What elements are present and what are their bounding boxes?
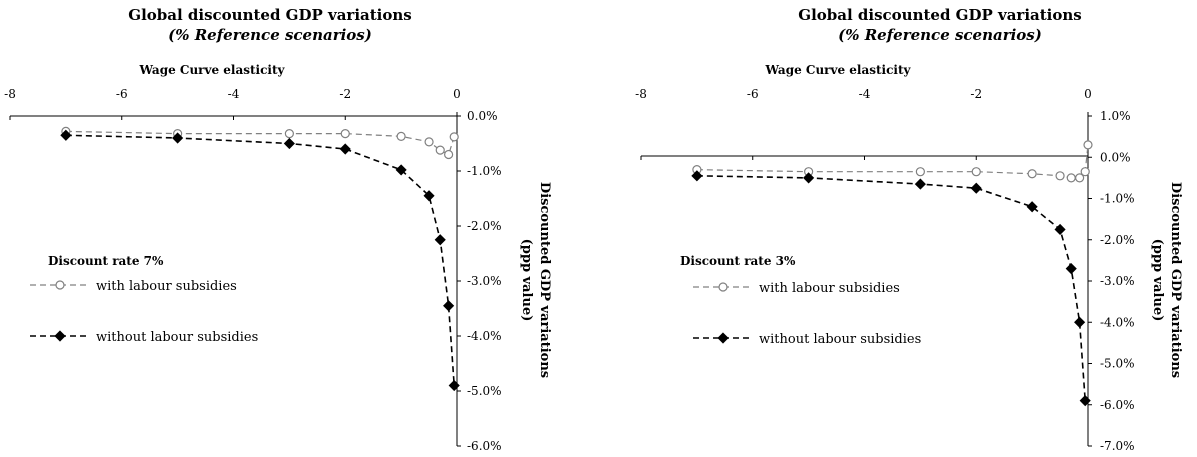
discount-rate-note: Discount rate 7%: [48, 254, 164, 268]
legend-marker: [55, 280, 65, 290]
data-point: [970, 182, 982, 194]
data-point: [691, 170, 703, 182]
y-axis-label-line: (ppp value): [1150, 239, 1165, 322]
data-point: [60, 129, 72, 141]
legend-label: without labour subsidies: [759, 332, 921, 347]
series-line: [696, 175, 1087, 401]
chart-panel-1: Global discounted GDP variations (% Refer…: [4, 6, 552, 453]
data-point: [1075, 173, 1085, 183]
y-axis-label-line: (ppp value): [519, 239, 534, 322]
data-point: [1027, 169, 1037, 179]
y-axis-label-line: Discounted GDP variations: [1168, 182, 1183, 378]
x-tick-label: -8: [635, 87, 647, 101]
data-point: [423, 190, 435, 202]
y-tick-label: -1.0%: [467, 164, 502, 178]
data-point: [443, 300, 455, 312]
legend-entry: without labour subsidies: [30, 330, 258, 345]
series-line: [65, 130, 455, 156]
data-point: [914, 178, 926, 190]
x-tick-label: 0: [453, 87, 461, 101]
data-point: [424, 137, 434, 147]
data-point: [1055, 171, 1065, 181]
data-point: [284, 129, 294, 139]
chart-title: Global discounted GDP variations: [128, 6, 411, 24]
y-tick-label: -4.0%: [1100, 315, 1135, 329]
data-point: [915, 167, 925, 177]
data-point: [434, 234, 446, 246]
x-tick-label: -4: [859, 87, 871, 101]
x-tick-label: -6: [747, 87, 759, 101]
y-axis-label-line: Discounted GDP variations: [537, 182, 552, 378]
y-axis-label: Discounted GDP variations(ppp value): [519, 182, 552, 378]
data-point: [1026, 201, 1038, 213]
x-axis-label: Wage Curve elasticity: [764, 63, 911, 77]
data-point: [1080, 167, 1090, 177]
y-tick-label: 0.0%: [1100, 150, 1131, 164]
data-point: [340, 129, 350, 139]
legend-marker: [718, 282, 728, 292]
y-tick-label: -1.0%: [1100, 192, 1135, 206]
data-point: [172, 132, 184, 144]
x-axis-label: Wage Curve elasticity: [138, 63, 285, 77]
chart-panel-2: Global discounted GDP variations (% Refer…: [635, 6, 1183, 453]
y-tick-label: -6.0%: [1100, 398, 1135, 412]
series-with-labour-subsidies: [61, 126, 459, 160]
chart-title: Global discounted GDP variations: [798, 6, 1081, 24]
y-tick-label: -3.0%: [1100, 274, 1135, 288]
y-tick-label: -3.0%: [467, 274, 502, 288]
y-tick-label: 1.0%: [1100, 109, 1131, 123]
legend-marker: [717, 332, 729, 344]
legend-entry: without labour subsidies: [693, 332, 921, 347]
data-point: [435, 145, 445, 155]
series-without-labour-subsidies: [691, 170, 1091, 407]
data-point: [1054, 223, 1066, 236]
x-tick-label: 0: [1084, 87, 1092, 101]
x-tick-label: -6: [116, 87, 128, 101]
data-point: [395, 164, 407, 176]
data-point: [1066, 173, 1076, 183]
data-point: [283, 137, 295, 150]
chart-subtitle: (% Reference scenarios): [838, 26, 1042, 44]
legend-entry: with labour subsidies: [693, 281, 900, 296]
legend-label: with labour subsidies: [759, 281, 900, 296]
data-point: [1079, 395, 1091, 407]
y-axis-label: Discounted GDP variations(ppp value): [1150, 182, 1183, 378]
series-without-labour-subsidies: [60, 129, 460, 392]
data-point: [1083, 140, 1093, 150]
x-tick-label: -2: [339, 87, 351, 101]
y-tick-label: -4.0%: [467, 329, 502, 343]
data-point: [971, 167, 981, 177]
y-tick-label: -5.0%: [467, 384, 502, 398]
legend-marker: [54, 330, 66, 342]
data-point: [339, 143, 351, 155]
data-point: [1065, 263, 1077, 275]
x-tick-label: -4: [228, 87, 240, 101]
legend-label: without labour subsidies: [96, 330, 258, 345]
x-tick-label: -8: [4, 87, 16, 101]
data-point: [1074, 316, 1086, 328]
y-tick-label: -6.0%: [467, 439, 502, 453]
discount-rate-note: Discount rate 3%: [680, 254, 796, 268]
y-tick-label: -2.0%: [467, 219, 502, 233]
y-tick-label: 0.0%: [467, 109, 498, 123]
y-tick-label: -5.0%: [1100, 357, 1135, 371]
y-tick-label: -2.0%: [1100, 233, 1135, 247]
legend-label: with labour subsidies: [96, 279, 237, 294]
series-with-labour-subsidies: [692, 140, 1093, 183]
x-tick-label: -2: [970, 87, 982, 101]
data-point: [396, 131, 406, 141]
chart-subtitle: (% Reference scenarios): [168, 26, 372, 44]
y-tick-label: -7.0%: [1100, 439, 1135, 453]
data-point: [449, 132, 459, 142]
data-point: [803, 172, 815, 184]
legend-entry: with labour subsidies: [30, 279, 237, 294]
data-point: [448, 379, 460, 392]
data-point: [444, 149, 454, 160]
